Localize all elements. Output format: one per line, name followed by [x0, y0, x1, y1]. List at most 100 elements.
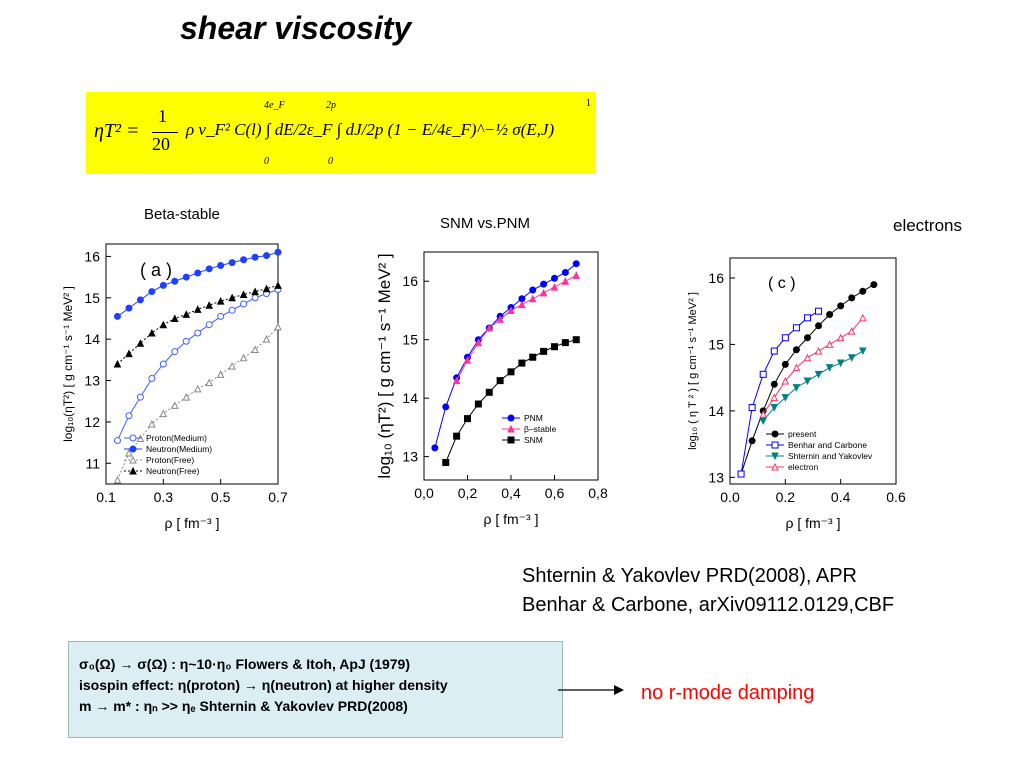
data-point [572, 260, 580, 268]
data-point [129, 466, 137, 475]
formula-exp: 1 [586, 98, 591, 109]
series-line [762, 350, 864, 422]
data-point [507, 306, 515, 314]
legend-label: Benhar and Carbone [788, 440, 867, 450]
data-point [205, 301, 214, 309]
x-tick-label: 0.4 [831, 489, 851, 505]
data-point [159, 409, 168, 418]
data-point [113, 475, 122, 484]
y-axis-label: log₁₀ ( η T ² ) [ g cm⁻¹ s⁻¹ MeV² ] [687, 292, 699, 450]
x-tick-label: 0.7 [268, 489, 288, 505]
data-point [814, 346, 823, 355]
panel-label: ( c ) [768, 275, 796, 292]
series-group [759, 347, 867, 425]
data-point [251, 294, 259, 302]
data-point [803, 334, 811, 342]
data-point [485, 388, 493, 396]
y-tick-label: 13 [84, 373, 100, 389]
plot-frame [729, 257, 897, 485]
x-tick-label: 0,2 [458, 485, 478, 501]
y-tick-label: 12 [84, 414, 100, 430]
data-point [518, 300, 526, 309]
data-point [792, 324, 800, 332]
y-tick-label: 14 [402, 390, 418, 406]
data-point [125, 412, 133, 420]
series-group [452, 271, 581, 385]
data-point [529, 353, 537, 361]
data-point [485, 323, 494, 332]
data-point [572, 271, 581, 279]
x-tick-label: 0.5 [211, 489, 231, 505]
data-point [129, 445, 137, 453]
y-tick-label: 14 [84, 331, 100, 347]
data-point [240, 256, 248, 264]
summary-box: σ₀(Ω) → σ(Ω) : η~10·η₀ Flowers & Itoh, A… [68, 641, 563, 738]
data-point [496, 315, 504, 323]
y-tick-label: 15 [708, 336, 724, 352]
y-tick-label: 16 [84, 248, 100, 264]
data-point [771, 462, 779, 471]
summary-line: isospin effect: η(proton) → η(neutron) a… [79, 677, 448, 693]
legend-label: SNM [524, 435, 543, 445]
data-point [803, 353, 812, 362]
data-point [251, 287, 259, 296]
data-point [836, 333, 845, 342]
data-point [815, 322, 823, 330]
legend-label: Shternin and Yakovlev [788, 451, 873, 461]
references: Shternin & Yakovlev PRD(2008), APR Benha… [522, 562, 894, 620]
data-point [194, 269, 202, 277]
data-point [781, 394, 790, 402]
data-point [464, 415, 471, 423]
y-tick-label: 14 [708, 403, 724, 419]
data-point [518, 359, 526, 367]
formula-int1-lower: 0 [264, 156, 269, 167]
data-point [859, 287, 867, 295]
summary-line: σ₀(Ω) → σ(Ω) : η~10·η₀ Flowers & Itoh, A… [79, 656, 411, 672]
x-tick-label: 0,8 [588, 485, 608, 501]
data-point [463, 356, 472, 364]
data-point [770, 393, 779, 402]
caption-electrons: electrons [893, 216, 962, 235]
series-group [113, 281, 282, 368]
y-axis-label: log₁₀ (ηT²) [ g cm⁻¹ s⁻¹ MeV² ] [375, 253, 394, 478]
slide-title: shear viscosity [180, 10, 412, 46]
data-point [148, 288, 156, 296]
data-point [825, 340, 834, 348]
x-axis-label: ρ [ fm⁻³ ] [164, 515, 219, 531]
legend-label: PNM [524, 413, 543, 423]
data-point [159, 281, 167, 289]
data-point [540, 280, 548, 288]
no-r-mode-damping-note: no r-mode damping [641, 682, 815, 704]
x-axis-label: ρ [ fm⁻³ ] [785, 515, 840, 531]
viscosity-formula: ηT² = 1 20 4e_F 0 2p 0 ρ v_F² C(l) ∫ dE/… [86, 92, 596, 174]
series-line [762, 317, 864, 415]
data-point [858, 313, 867, 322]
formula-frac-bar [152, 132, 178, 133]
data-point [251, 345, 259, 354]
data-point [205, 378, 214, 387]
y-tick-label: 16 [708, 270, 724, 286]
legend-label: Proton(Medium) [146, 433, 207, 443]
data-point [228, 259, 236, 267]
data-point [837, 302, 845, 310]
data-point [507, 368, 515, 376]
series-group [113, 322, 282, 484]
series-line [117, 284, 279, 365]
data-point [803, 314, 811, 322]
data-point [770, 404, 779, 412]
data-point [551, 274, 558, 282]
data-point [551, 343, 558, 351]
series-group [737, 307, 823, 478]
data-point [217, 312, 225, 320]
plot-frame [105, 243, 279, 485]
data-point [759, 417, 768, 425]
x-axis-label: ρ [ fm⁻³ ] [483, 511, 538, 527]
legend-label: Neutron(Medium) [146, 444, 212, 454]
data-point [170, 314, 179, 322]
y-axis-label: log₁₀(ηT²) [ g cm⁻¹ s⁻¹ MeV² ] [61, 286, 75, 442]
data-point [148, 374, 156, 382]
chart-b: 0,0 0,2 0,4 0,6 0,8 13 14 15 16 ρ [ fm⁻³ ] log₁₀ (… [375, 251, 608, 527]
y-tick-label: 13 [402, 449, 418, 465]
data-point [148, 328, 156, 337]
formula-body: ρ v_F² C(l) ∫ dE/2ε_F ∫ dJ/2p (1 − E/4ε_… [186, 120, 555, 139]
